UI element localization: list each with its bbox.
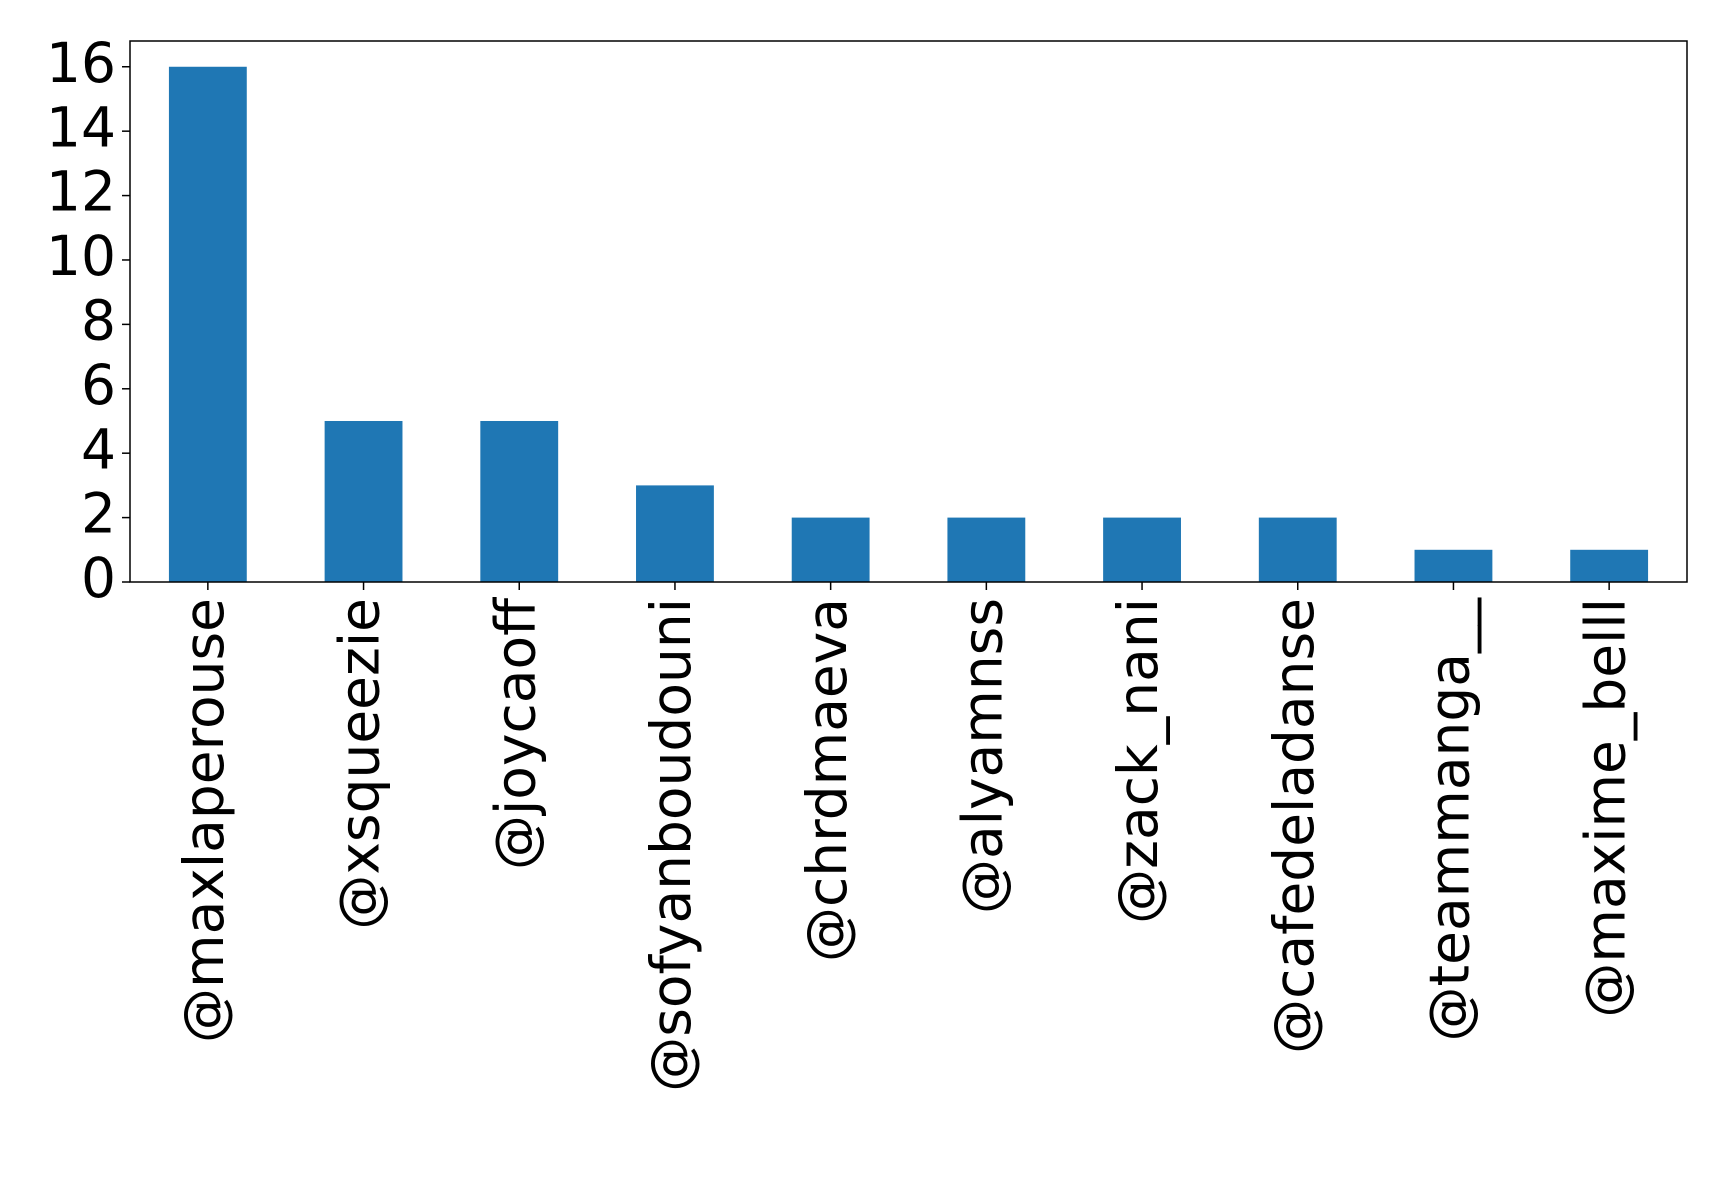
x-tick-label: @cafedeladanse [1262,598,1326,1054]
bar [324,420,403,582]
bar [1258,517,1337,582]
y-tick-label: 6 [81,353,116,417]
x-tick-label: @maxime_belll [1573,598,1637,1018]
bar [636,485,714,582]
y-tick-label: 8 [81,289,116,353]
x-tick-label: @maxlaperouse [172,598,236,1043]
x-tick-label: @joycaoff [483,597,547,870]
x-tick-label: @chrdmaeva [795,598,859,962]
bar [791,517,870,582]
bar [1414,549,1493,582]
bar [168,66,247,582]
bar [1570,549,1649,582]
y-tick-label: 4 [81,417,116,481]
x-tick-label: @alyamnss [950,598,1014,914]
plot-frame [129,40,1688,583]
x-tick-label: @xsqueezie [328,598,392,930]
y-tick-label: 2 [81,482,116,546]
x-tick-label: @sofyanboudouni [639,598,703,1092]
bar [947,517,1026,582]
x-tick-label: @zack_nani [1106,598,1170,924]
y-tick-label: 10 [46,224,116,288]
y-tick-label: 14 [46,95,116,159]
bar [480,420,559,582]
y-tick-label: 16 [46,31,116,95]
x-tick-label: @teammanga__ [1418,597,1482,1042]
y-tick-label: 12 [46,160,116,224]
bar [1103,517,1181,582]
y-tick-label: 0 [81,546,116,610]
